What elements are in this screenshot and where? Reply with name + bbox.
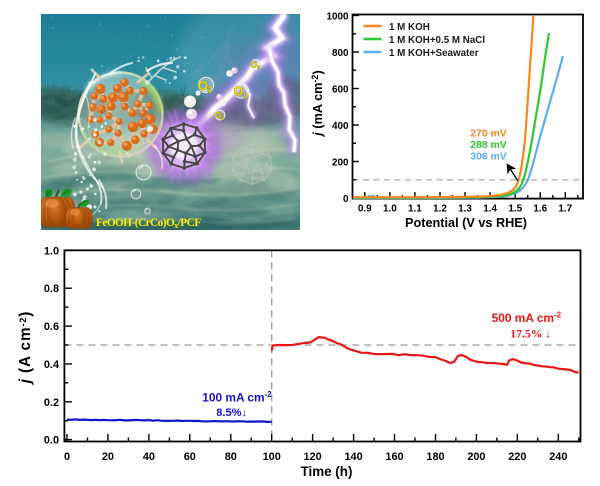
svg-text:1.2: 1.2 [433, 204, 447, 215]
svg-text:8.5%↓: 8.5%↓ [216, 407, 247, 419]
svg-text:FeOOH-(CrCo)Ox/PCF: FeOOH-(CrCo)Ox/PCF [96, 217, 201, 230]
svg-text:1 M KOH: 1 M KOH [389, 22, 430, 33]
svg-text:0.2: 0.2 [44, 397, 59, 409]
svg-text:0: 0 [64, 451, 70, 463]
svg-text:120: 120 [304, 451, 322, 463]
svg-text:60: 60 [184, 451, 196, 463]
svg-text:Potential (V vs RHE): Potential (V vs RHE) [405, 216, 527, 230]
svg-text:0.8: 0.8 [44, 283, 59, 295]
svg-text:288 mV: 288 mV [470, 140, 506, 151]
svg-text:1000: 1000 [327, 11, 349, 22]
svg-text:140: 140 [345, 451, 363, 463]
svg-text:160: 160 [385, 451, 403, 463]
svg-text:200: 200 [332, 157, 349, 168]
svg-text:220: 220 [508, 451, 526, 463]
svg-text:80: 80 [225, 451, 237, 463]
svg-text:100 mA cm-2: 100 mA cm-2 [202, 390, 272, 404]
svg-text:200: 200 [467, 451, 485, 463]
svg-text:0.4: 0.4 [44, 359, 59, 371]
svg-text:1 M KOH+Seawater: 1 M KOH+Seawater [389, 48, 479, 59]
svg-text:270 mV: 270 mV [470, 129, 506, 140]
svg-text:j (A cm-2): j (A cm-2) [17, 311, 34, 386]
svg-text:600: 600 [332, 84, 349, 95]
svg-text:500 mA cm-2: 500 mA cm-2 [492, 311, 562, 325]
svg-text:400: 400 [332, 121, 349, 132]
svg-text:0: 0 [343, 194, 349, 205]
svg-text:1.3: 1.3 [458, 204, 472, 215]
svg-text:1.6: 1.6 [533, 204, 547, 215]
svg-text:100: 100 [263, 451, 281, 463]
svg-text:180: 180 [426, 451, 444, 463]
svg-text:0.9: 0.9 [358, 204, 372, 215]
svg-text:1.1: 1.1 [408, 204, 422, 215]
svg-text:Time (h): Time (h) [301, 464, 353, 479]
svg-text:240: 240 [549, 451, 567, 463]
svg-text:j (mA cm-2): j (mA cm-2) [310, 70, 325, 137]
svg-text:O2: O2 [215, 110, 225, 122]
svg-text:1 M KOH+0.5 M NaCl: 1 M KOH+0.5 M NaCl [389, 35, 485, 46]
svg-text:20: 20 [102, 451, 114, 463]
svg-text:1.0: 1.0 [44, 245, 59, 257]
svg-text:1.5: 1.5 [508, 204, 522, 215]
svg-text:17.5% ↓: 17.5% ↓ [510, 328, 551, 341]
svg-text:O2: O2 [251, 60, 261, 72]
svg-text:800: 800 [332, 48, 349, 59]
svg-text:40: 40 [143, 451, 155, 463]
svg-text:1.4: 1.4 [483, 204, 497, 215]
svg-text:0.6: 0.6 [44, 321, 59, 333]
svg-text:1.0: 1.0 [383, 204, 397, 215]
svg-text:306 mV: 306 mV [470, 152, 506, 163]
svg-text:0.0: 0.0 [44, 435, 59, 447]
svg-text:1.7: 1.7 [558, 204, 572, 215]
